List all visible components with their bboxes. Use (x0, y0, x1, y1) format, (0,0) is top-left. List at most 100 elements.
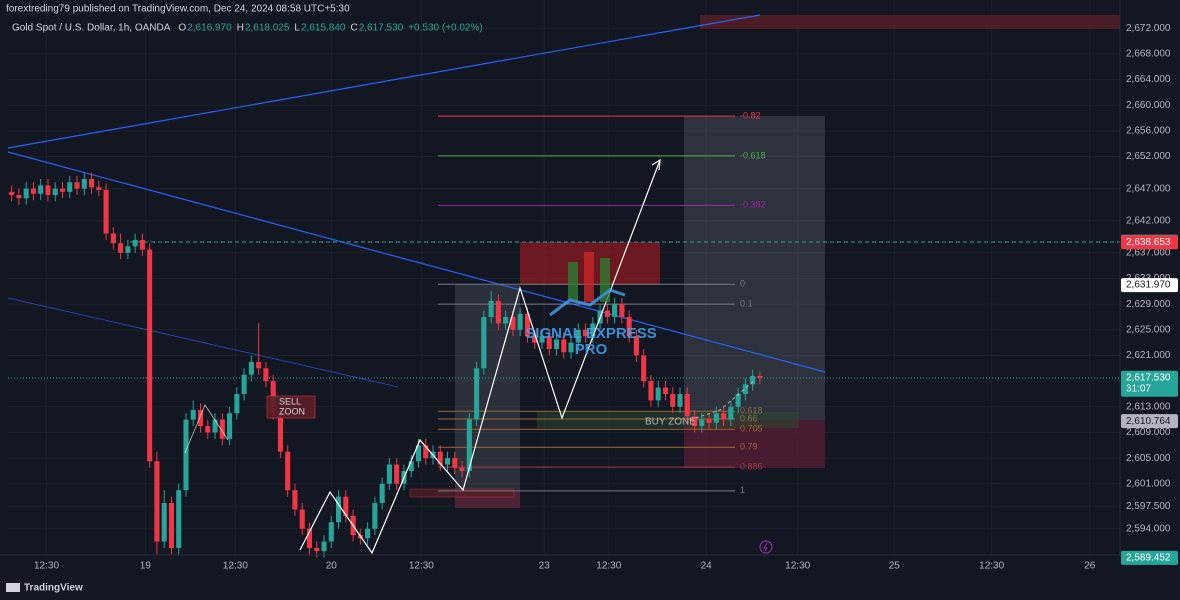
brand: TradingView (24, 583, 83, 594)
candle-body (510, 316, 516, 330)
x-tick-label: 26 (1084, 561, 1096, 572)
candle-body (81, 179, 87, 189)
y-tick-label: 2,652.000 (1126, 151, 1171, 162)
candle-body (612, 304, 618, 317)
sell-zone-label: ZOON (279, 406, 305, 416)
brand-logo (6, 583, 20, 592)
logo-bar (600, 258, 610, 302)
candle-body (655, 387, 661, 401)
candle-body (161, 503, 167, 542)
candle-body (277, 413, 283, 452)
candle-body (459, 467, 465, 471)
price-label: 2,610.764 (1126, 416, 1171, 427)
fib-label: -0.382 (740, 200, 766, 210)
logo-line (549, 288, 626, 317)
candle-body (248, 361, 254, 375)
publisher-note: forextreding79 published on TradingView.… (6, 4, 350, 15)
candle-body (45, 185, 51, 196)
ohlc-key: H (237, 23, 244, 34)
candles (9, 172, 763, 558)
change: +0.530 (+0.02%) (408, 23, 483, 34)
candle-body (437, 451, 443, 465)
fib-label: 0.886 (740, 461, 763, 471)
price-label-bg (1121, 414, 1178, 429)
price-label: 2,617.530 (1126, 372, 1171, 383)
candle-body (183, 419, 189, 491)
candle-body (23, 188, 29, 199)
candle-body (386, 464, 392, 484)
candle-body (241, 374, 247, 394)
x-tick-label: 24 (701, 561, 713, 572)
y-tick-label: 2,672.000 (1126, 23, 1171, 34)
candle-body (118, 243, 124, 253)
candle-body (205, 426, 211, 433)
x-tick-label: 23 (539, 561, 551, 572)
projection (689, 379, 756, 421)
candle-body (256, 361, 262, 369)
candle-body (96, 187, 102, 190)
watermark: SIGNAL EXPRESS (525, 325, 656, 342)
logo-bar (568, 262, 578, 302)
event-icon[interactable] (759, 540, 773, 554)
candle-body (299, 509, 305, 529)
candle-body (394, 464, 400, 484)
y-axis-panel (1120, 0, 1180, 600)
price-label-bg (1121, 278, 1178, 293)
price-label: 2,589.452 (1126, 553, 1171, 564)
ohlc-value: 2,617.530 (359, 23, 404, 34)
candle-body (89, 179, 95, 188)
zigzag (299, 159, 661, 555)
logo-bar (584, 252, 594, 302)
candle-body (9, 191, 15, 196)
zigzag (184, 404, 229, 454)
fib-label: 0 (740, 279, 745, 289)
candle-body (139, 239, 145, 250)
buy-zone-label: BUY ZONE (645, 417, 696, 428)
sell-zone-label: SELL (279, 396, 301, 406)
fib-label: -0.618 (740, 150, 766, 160)
candle-body (110, 233, 116, 244)
candle-body (219, 419, 225, 439)
candle-body (750, 375, 756, 385)
x-tick-label: 12:30 (409, 561, 434, 572)
candle-body (147, 249, 153, 462)
price-label-bg (1121, 550, 1178, 565)
event-icon-bolt (763, 542, 768, 552)
y-tick-label: 2,621.000 (1126, 350, 1171, 361)
ohlc-value: 2,618.025 (245, 23, 290, 34)
candle-body (306, 528, 313, 548)
candle-body (561, 339, 567, 353)
candle-body (488, 300, 494, 317)
fib-label: 0.79 (740, 442, 758, 452)
candle-body (503, 316, 509, 324)
fib-label: 0.705 (740, 424, 763, 434)
candle-body (343, 496, 349, 516)
candle-body (517, 313, 523, 330)
trendline (7, 297, 399, 388)
y-tick-label: 2,660.000 (1126, 100, 1171, 111)
candle-body (757, 375, 763, 378)
x-tick-label: 12:30 (596, 561, 621, 572)
countdown: 31:07 (1126, 383, 1151, 394)
y-tick-label: 2,642.000 (1126, 215, 1171, 226)
fib-label: 0.66 (740, 413, 758, 423)
demand-box (409, 488, 515, 498)
y-tick-label: 2,629.000 (1126, 299, 1171, 310)
candle-body (52, 188, 58, 196)
candle-body (735, 393, 741, 407)
candle-body (74, 182, 80, 189)
axes: 2,672.000 2,668.000 2,664.000 2,660.000 2,65… (34, 23, 1178, 572)
candle-body (154, 461, 160, 542)
y-tick-label: 2,609.000 (1126, 427, 1171, 438)
candle-body (539, 336, 545, 343)
candle-body (684, 393, 690, 417)
x-tick-label: 19 (140, 561, 152, 572)
fib-label: -0.82 (740, 111, 761, 121)
candle-body (59, 188, 66, 192)
candle-body (285, 451, 291, 491)
y-tick-label: 2,668.000 (1126, 49, 1171, 60)
candle-body (423, 445, 429, 459)
candle-body (691, 416, 698, 427)
